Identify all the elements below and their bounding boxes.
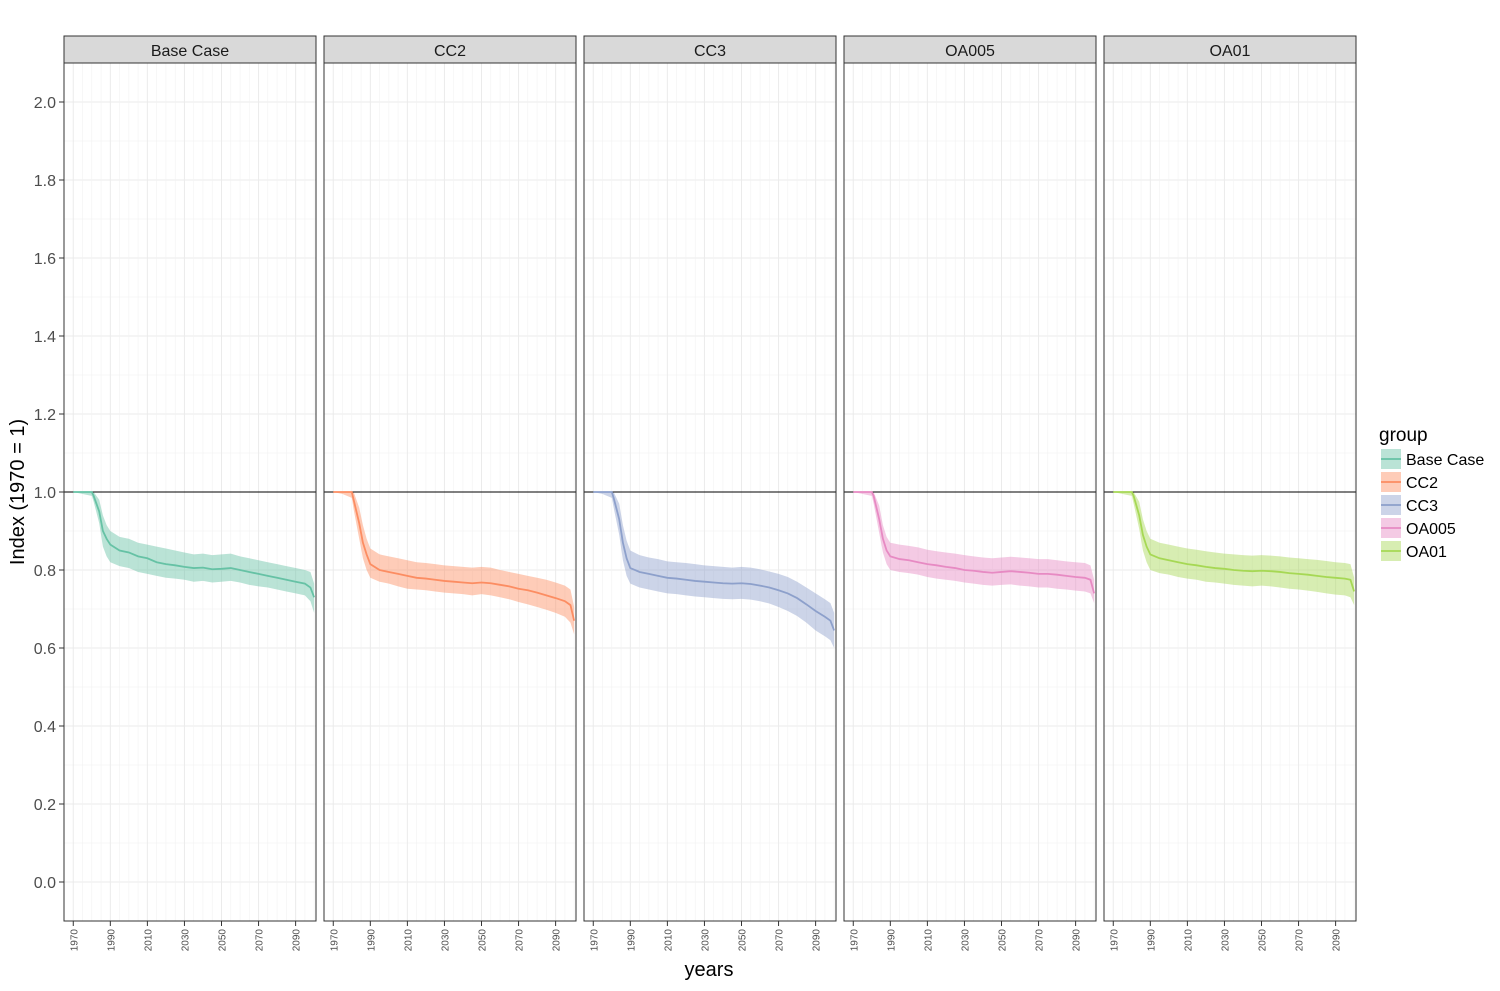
x-tick-label: 2070 <box>1035 929 1046 952</box>
x-tick-label: 2050 <box>478 929 489 952</box>
series-line <box>593 491 835 631</box>
x-tick-label: 2090 <box>812 929 823 952</box>
series-ribbon <box>853 492 1095 604</box>
series-ribbon <box>333 492 575 635</box>
series-ribbon <box>593 492 835 648</box>
series-line <box>73 491 315 598</box>
facet-strip <box>1103 35 1357 64</box>
legend-title: group <box>1379 425 1428 446</box>
x-tick-label: 1970 <box>589 929 600 952</box>
x-tick-label: 1990 <box>626 929 637 952</box>
facet-strip <box>63 35 317 64</box>
x-tick-label: 2090 <box>552 929 563 952</box>
x-axis-title: years <box>685 959 734 981</box>
x-tick-label: 2010 <box>143 929 154 952</box>
x-tick-label: 1990 <box>886 929 897 952</box>
x-tick-label: 2010 <box>403 929 414 952</box>
x-tick-label: 2030 <box>440 929 451 952</box>
x-tick-label: 2010 <box>1183 929 1194 952</box>
y-axis: 0.0 0.2 0.4 0.6 0.8 1.0 1.2 1.4 1.6 1.8 2.0 <box>34 95 64 892</box>
facet-strip <box>583 35 837 64</box>
y-tick-label: 0.2 <box>34 797 56 814</box>
x-tick-label: 2090 <box>1072 929 1083 952</box>
legend-label: OA005 <box>1406 521 1456 538</box>
x-tick-label: 1970 <box>1109 929 1120 952</box>
legend-label: Base Case <box>1406 452 1484 469</box>
y-tick-label: 1.6 <box>34 251 56 268</box>
y-tick-label: 1.2 <box>34 407 56 424</box>
series-line <box>853 491 1096 594</box>
x-tick-label: 2030 <box>700 929 711 952</box>
facet-panel: OA005 1970 1990 2010 2030 2050 2070 2090 <box>843 35 1097 952</box>
legend-entry: CC3 <box>1381 495 1438 515</box>
legend-label: OA01 <box>1406 544 1447 561</box>
x-tick-label: 2050 <box>998 929 1009 952</box>
x-tick-label: 2030 <box>960 929 971 952</box>
x-tick-label: 1990 <box>366 929 377 952</box>
series-ribbon <box>73 492 315 613</box>
facet-strip-label: Base Case <box>151 43 229 60</box>
facet-panel: Base Case 1970 1990 2010 2030 2050 2070 2090 <box>63 35 317 952</box>
x-tick-label: 2090 <box>292 929 303 952</box>
y-tick-label: 2.0 <box>34 95 56 112</box>
legend: group Base Case CC2 CC3 OA005 OA01 <box>1379 425 1484 561</box>
facet-strip-label: OA01 <box>1210 43 1251 60</box>
x-tick-label: 2050 <box>738 929 749 952</box>
series-line <box>333 491 576 621</box>
legend-label: CC2 <box>1406 475 1438 492</box>
x-tick-label: 2070 <box>1295 929 1306 952</box>
x-tick-label: 2010 <box>923 929 934 952</box>
y-tick-label: 1.0 <box>34 485 56 502</box>
legend-entry: OA005 <box>1381 518 1456 538</box>
facet-panel: CC2 1970 1990 2010 2030 2050 2070 2090 <box>323 35 577 952</box>
x-tick-label: 2070 <box>255 929 266 952</box>
x-tick-label: 2010 <box>663 929 674 952</box>
facet-panel: CC3 1970 1990 2010 2030 2050 2070 2090 <box>583 35 837 952</box>
series-ribbon <box>1113 492 1355 606</box>
x-tick-label: 2030 <box>180 929 191 952</box>
facet-panel: OA01 1970 1990 2010 2030 2050 2070 2090 <box>1103 35 1357 952</box>
panel-border <box>1103 62 1357 922</box>
x-tick-label: 2070 <box>515 929 526 952</box>
gridlines <box>324 63 576 921</box>
x-tick-label: 1970 <box>329 929 340 952</box>
legend-label: CC3 <box>1406 498 1438 515</box>
legend-entry: OA01 <box>1381 541 1447 561</box>
x-tick-label: 2050 <box>1258 929 1269 952</box>
x-tick-label: 1990 <box>106 929 117 952</box>
facet-strip-label: CC2 <box>434 43 466 60</box>
panel-border <box>323 62 577 922</box>
x-tick-label: 1990 <box>1146 929 1157 952</box>
x-tick-label: 1970 <box>849 929 860 952</box>
y-tick-label: 1.4 <box>34 329 56 346</box>
y-tick-label: 0.6 <box>34 641 56 658</box>
y-tick-label: 1.8 <box>34 173 56 190</box>
facet-strip <box>323 35 577 64</box>
x-tick-label: 2090 <box>1332 929 1343 952</box>
y-tick-label: 0.4 <box>34 719 56 736</box>
facet-strip-label: OA005 <box>945 43 995 60</box>
facet-strip-label: CC3 <box>694 43 726 60</box>
y-tick-label: 0.8 <box>34 563 56 580</box>
legend-entry: CC2 <box>1381 472 1438 492</box>
series-line <box>1113 491 1356 592</box>
y-axis-title: Index (1970 = 1) <box>7 419 29 565</box>
x-tick-label: 1970 <box>69 929 80 952</box>
y-tick-label: 0.0 <box>34 875 56 892</box>
x-tick-label: 2050 <box>218 929 229 952</box>
x-tick-label: 2030 <box>1220 929 1231 952</box>
legend-entry: Base Case <box>1381 449 1484 469</box>
panel-border <box>843 62 1097 922</box>
panel-border <box>583 62 837 922</box>
x-tick-label: 2070 <box>775 929 786 952</box>
